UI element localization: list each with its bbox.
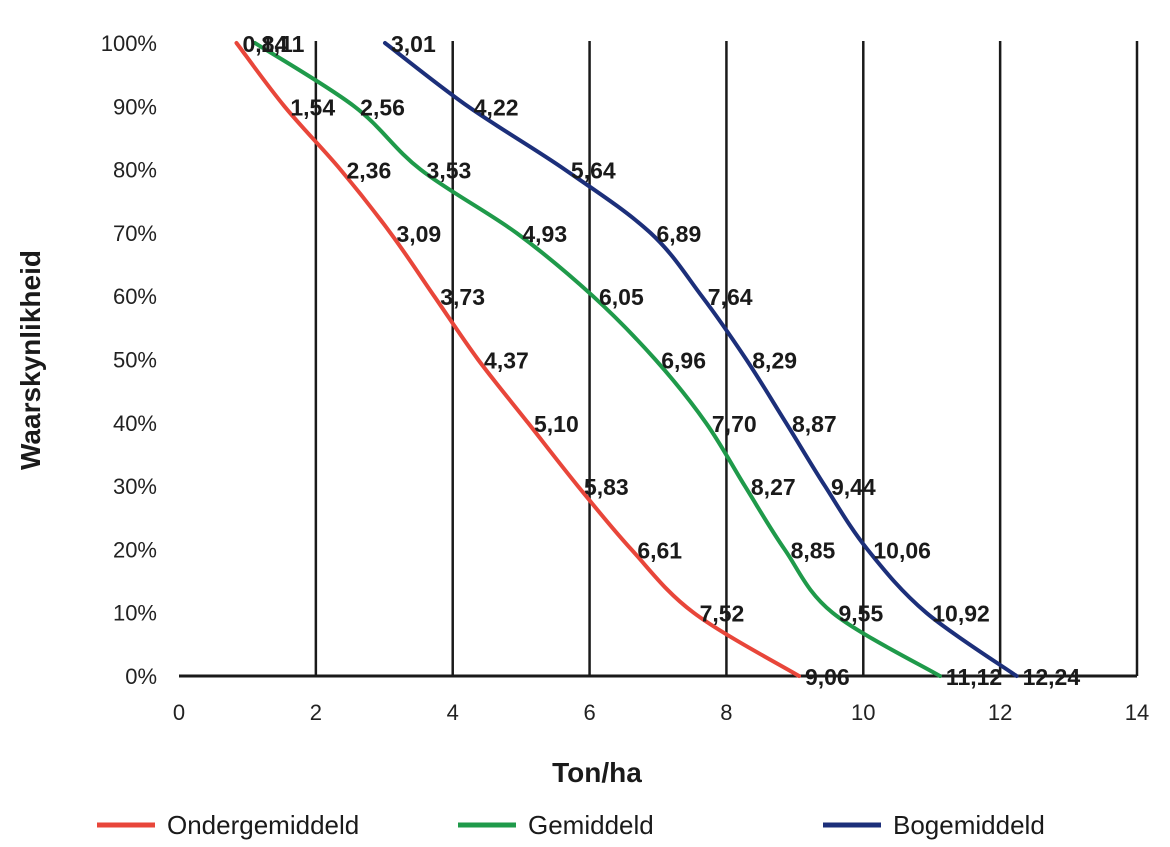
data-label: 9,06 bbox=[805, 664, 850, 690]
y-tick-label: 0% bbox=[125, 664, 157, 689]
data-label: 8,85 bbox=[791, 537, 836, 563]
data-label: 3,01 bbox=[391, 31, 436, 57]
data-label: 8,29 bbox=[752, 348, 797, 374]
data-label: 1,11 bbox=[261, 31, 305, 57]
data-label: 5,83 bbox=[584, 474, 629, 500]
data-label: 6,61 bbox=[637, 537, 682, 563]
x-tick-label: 8 bbox=[720, 700, 732, 725]
data-label: 2,36 bbox=[346, 158, 391, 184]
data-label: 9,55 bbox=[838, 601, 883, 627]
data-label: 0,84 bbox=[242, 31, 287, 57]
y-tick-label: 100% bbox=[101, 31, 157, 56]
legend: Ondergemiddeld Gemiddeld Bogemiddeld bbox=[97, 810, 1045, 840]
series-line-gemiddeld bbox=[253, 41, 942, 678]
data-label: 4,93 bbox=[522, 221, 567, 247]
y-tick-label: 60% bbox=[113, 284, 157, 309]
data-label: 6,96 bbox=[661, 348, 706, 374]
data-labels: 0,84 1,54 2,36 3,09 3,73 4,37 5,10 5,83 6,61 7,52… bbox=[242, 31, 1080, 690]
data-label: 4,22 bbox=[474, 94, 519, 120]
y-tick-label: 50% bbox=[113, 348, 157, 373]
legend-label: Bogemiddeld bbox=[893, 810, 1045, 840]
data-label: 5,10 bbox=[534, 411, 579, 437]
data-label: 8,27 bbox=[751, 474, 796, 500]
x-axis-title: Ton/ha bbox=[552, 757, 642, 788]
data-label: 8,87 bbox=[792, 411, 837, 437]
data-label: 7,70 bbox=[712, 411, 757, 437]
data-label: 3,73 bbox=[440, 284, 485, 310]
data-label: 10,92 bbox=[932, 601, 990, 627]
x-tick-label: 10 bbox=[851, 700, 875, 725]
x-tick-label: 12 bbox=[988, 700, 1012, 725]
y-tick-label: 90% bbox=[113, 94, 157, 119]
data-label: 3,09 bbox=[396, 221, 441, 247]
y-tick-label: 10% bbox=[113, 601, 157, 626]
data-label: 6,05 bbox=[599, 284, 644, 310]
series-line-bogemiddeld bbox=[383, 41, 1019, 678]
data-label: 9,44 bbox=[831, 474, 876, 500]
data-label: 5,64 bbox=[571, 158, 616, 184]
data-label: 3,53 bbox=[427, 158, 472, 184]
data-label: 7,52 bbox=[700, 601, 745, 627]
data-label: 1,54 bbox=[290, 94, 335, 120]
data-label: 4,37 bbox=[484, 348, 529, 374]
y-tick-label: 20% bbox=[113, 537, 157, 562]
y-tick-label: 40% bbox=[113, 411, 157, 436]
data-label: 6,89 bbox=[656, 221, 701, 247]
gridlines bbox=[314, 41, 1139, 676]
y-tick-label: 70% bbox=[113, 221, 157, 246]
data-label: 7,64 bbox=[708, 284, 753, 310]
x-tick-label: 6 bbox=[583, 700, 595, 725]
x-tick-label: 14 bbox=[1125, 700, 1149, 725]
x-tick-label: 4 bbox=[447, 700, 459, 725]
axes: 0 2 4 6 8 10 12 14 0% 10% 20% 30% 40% 50% 60% 70% 80% 90%… bbox=[101, 31, 1150, 725]
y-axis-title: Waarskynlikheid bbox=[15, 250, 46, 470]
data-label: 12,24 bbox=[1023, 664, 1081, 690]
series-line-ondergemiddeld bbox=[234, 41, 801, 678]
y-tick-label: 80% bbox=[113, 158, 157, 183]
series-lines bbox=[234, 41, 1019, 678]
data-label: 10,06 bbox=[873, 537, 931, 563]
x-tick-label: 0 bbox=[173, 700, 185, 725]
data-label: 2,56 bbox=[360, 94, 405, 120]
data-label: 11,12 bbox=[946, 664, 1002, 690]
x-tick-label: 2 bbox=[310, 700, 322, 725]
y-tick-label: 30% bbox=[113, 474, 157, 499]
legend-label: Ondergemiddeld bbox=[167, 810, 359, 840]
legend-label: Gemiddeld bbox=[528, 810, 654, 840]
